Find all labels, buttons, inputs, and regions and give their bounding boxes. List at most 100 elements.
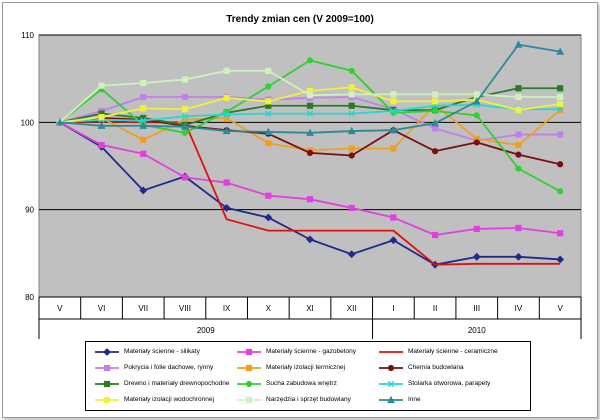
data-point	[223, 111, 230, 118]
legend-marker	[245, 348, 253, 356]
data-point	[348, 110, 355, 117]
legend-swatch	[237, 380, 261, 388]
data-point	[306, 57, 314, 64]
data-point	[306, 102, 314, 109]
x-tick-label: XI	[306, 304, 314, 313]
data-point	[515, 141, 522, 149]
data-point	[389, 236, 398, 245]
data-point	[265, 110, 272, 117]
legend-label: Inne	[408, 396, 421, 403]
x-tick-label: III	[473, 304, 480, 313]
legend-marker	[387, 395, 395, 404]
data-point	[473, 225, 480, 232]
data-point	[557, 131, 564, 138]
data-point	[431, 148, 439, 155]
data-point	[390, 91, 397, 98]
legend-swatch	[237, 348, 261, 356]
data-point	[348, 102, 355, 109]
data-point	[306, 235, 314, 244]
data-point	[431, 107, 439, 115]
data-point	[181, 93, 189, 101]
data-point	[306, 196, 314, 203]
data-point	[556, 47, 565, 55]
series-12	[55, 40, 565, 136]
chart-title: Trendy zmian cen (V 2009=100)	[226, 14, 374, 25]
data-point	[514, 40, 523, 48]
data-point	[223, 67, 230, 74]
data-point	[557, 161, 564, 168]
data-point	[348, 91, 355, 98]
year-label: 2009	[197, 326, 215, 335]
data-point	[347, 250, 356, 259]
data-point	[473, 91, 480, 98]
legend-label: Stolarka otworowa, parapety	[408, 380, 491, 387]
data-point	[473, 112, 480, 119]
data-point	[348, 152, 355, 159]
data-point	[55, 118, 64, 126]
x-tick-label: X	[266, 304, 272, 313]
data-point	[306, 92, 314, 99]
legend-label: Chemia budowlana	[408, 364, 464, 371]
legend-swatch	[95, 380, 119, 388]
legend-label: Materiały ścienne - ceramiczne	[408, 348, 498, 355]
x-tick-label: I	[392, 304, 394, 313]
data-point	[180, 122, 189, 130]
data-point	[390, 214, 397, 221]
series-9	[56, 101, 564, 126]
data-point	[473, 139, 480, 146]
x-tick-label: VII	[138, 304, 148, 313]
legend-label: Materiały izolacji wodochronnej	[124, 396, 214, 403]
legend-swatch	[379, 380, 403, 388]
legend-swatch	[237, 396, 261, 404]
data-point	[515, 165, 522, 172]
data-point	[140, 117, 147, 124]
data-point	[557, 85, 564, 92]
data-point	[515, 224, 522, 232]
data-point	[557, 93, 564, 101]
legend-marker	[103, 380, 111, 388]
data-point	[306, 128, 314, 136]
data-point	[265, 83, 272, 90]
legend-marker	[245, 364, 253, 372]
data-point	[265, 98, 272, 105]
data-point	[431, 125, 439, 132]
legend-label: Materiały ścienne - gazobetony	[266, 348, 356, 355]
data-point	[348, 67, 355, 74]
data-point	[557, 230, 564, 237]
data-point	[431, 91, 439, 98]
data-point	[347, 126, 356, 135]
legend-marker	[103, 364, 111, 372]
x-tick-label: VIII	[179, 304, 191, 313]
data-point	[514, 252, 523, 261]
data-point	[515, 151, 522, 158]
x-tick-label: V	[57, 304, 63, 313]
data-point	[222, 204, 231, 212]
data-point	[431, 231, 439, 239]
data-point	[515, 131, 522, 138]
data-point	[140, 79, 147, 87]
data-point	[557, 188, 564, 195]
x-tick-label: IX	[223, 304, 231, 313]
legend-swatch	[95, 364, 119, 372]
data-point	[181, 174, 189, 181]
data-point	[515, 107, 522, 114]
legend-swatch	[379, 395, 403, 404]
legend-marker	[103, 348, 111, 356]
legend-marker	[387, 364, 395, 372]
legend-swatch	[95, 348, 119, 356]
x-tick-label: II	[433, 304, 437, 313]
data-point	[139, 186, 148, 195]
data-point	[140, 105, 147, 112]
x-tick-label: IV	[515, 304, 523, 313]
data-point	[390, 98, 397, 105]
legend-swatch	[379, 351, 403, 353]
legend-swatch	[379, 364, 403, 372]
data-point	[390, 145, 397, 152]
legend-label: Pokrycia i folie dachowe, rynny	[124, 364, 214, 371]
data-point	[348, 84, 355, 91]
data-point	[98, 113, 105, 121]
data-point	[264, 127, 273, 136]
legend-swatch	[95, 396, 119, 404]
legend-marker	[245, 380, 253, 388]
